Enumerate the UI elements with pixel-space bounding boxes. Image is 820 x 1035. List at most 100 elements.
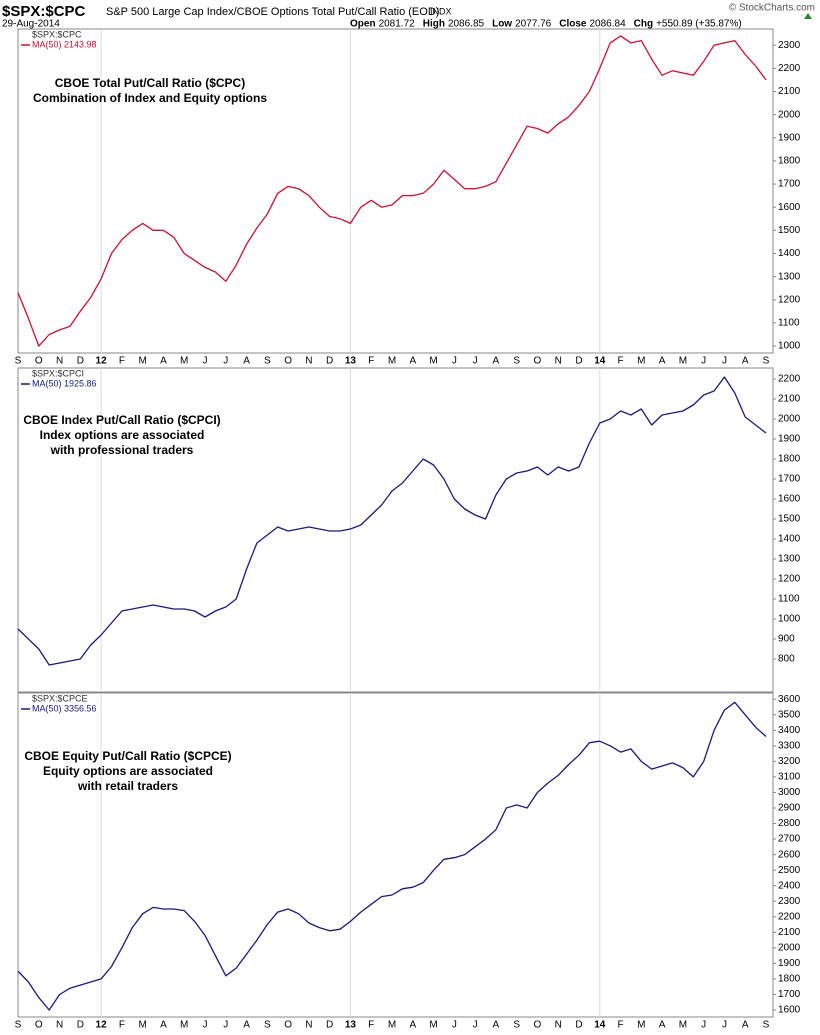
x-tick-label: M <box>138 1020 146 1031</box>
up-arrow <box>804 13 812 19</box>
quote-label: Low <box>492 19 512 30</box>
y-tick-label: 1600 <box>778 202 801 213</box>
quote-value: 2081.72 <box>379 19 416 30</box>
y-tick-label: 2200 <box>778 911 801 922</box>
y-tick-label: 1800 <box>778 454 801 465</box>
x-tick-label: O <box>35 356 43 367</box>
y-tick-label: 2100 <box>778 927 801 938</box>
x-tick-label: S <box>513 356 520 367</box>
x-tick-label: A <box>160 356 167 367</box>
x-tick-label: A <box>243 356 250 367</box>
panel <box>17 367 774 693</box>
symbol: $SPX:$CPC <box>2 3 86 20</box>
x-tick-label: M <box>679 1020 687 1031</box>
x-tick-label: O <box>284 1020 292 1031</box>
line-series <box>17 35 767 347</box>
x-tick-label: D <box>326 356 333 367</box>
y-tick-label: 900 <box>778 634 795 645</box>
x-tick-label: D <box>77 356 84 367</box>
x-tick-label: J <box>722 1020 727 1031</box>
y-tick-label: 2100 <box>778 86 801 97</box>
annotation: CBOE Equity Put/Call Ratio ($CPCE) <box>24 749 231 763</box>
y-tick-label: 2600 <box>778 849 801 860</box>
x-tick-label: O <box>284 356 292 367</box>
x-tick-label: J <box>452 356 457 367</box>
x-tick-label: M <box>180 1020 188 1031</box>
annotation: with retail traders <box>77 779 178 793</box>
x-tick-label: J <box>203 1020 208 1031</box>
x-tick-label: M <box>388 356 396 367</box>
quote-label: Close <box>559 19 587 30</box>
x-tick-label: S <box>763 1020 770 1031</box>
x-tick-label: 14 <box>594 356 606 367</box>
x-tick-label: J <box>701 1020 706 1031</box>
legend-entry: MA(50) 3356.56 <box>32 703 97 713</box>
x-tick-label: J <box>223 356 228 367</box>
x-tick-label: A <box>659 1020 666 1031</box>
x-tick-label: D <box>77 1020 84 1031</box>
legend-entry: MA(50) 2143.98 <box>32 39 97 49</box>
y-tick-label: 1900 <box>778 434 801 445</box>
y-tick-label: 800 <box>778 654 795 665</box>
y-tick-label: 2000 <box>778 942 801 953</box>
x-tick-label: F <box>368 356 374 367</box>
y-tick-label: 1400 <box>778 534 801 545</box>
x-tick-label: M <box>637 1020 645 1031</box>
x-tick-label: A <box>742 356 749 367</box>
y-tick-label: 2300 <box>778 40 801 51</box>
y-tick-label: 1900 <box>778 958 801 969</box>
x-tick-label: S <box>15 356 22 367</box>
date: 29-Aug-2014 <box>2 19 60 30</box>
x-tick-label: A <box>742 1020 749 1031</box>
y-tick-label: 3300 <box>778 740 801 751</box>
x-tick-label: 12 <box>96 356 108 367</box>
x-tick-label: S <box>264 1020 271 1031</box>
x-tick-label: D <box>326 1020 333 1031</box>
annotation: Equity options are associated <box>43 764 213 778</box>
y-tick-label: 2800 <box>778 818 801 829</box>
panel <box>17 692 774 1018</box>
y-tick-label: 1000 <box>778 614 801 625</box>
x-tick-label: M <box>429 1020 437 1031</box>
x-tick-label: 13 <box>345 1020 357 1031</box>
x-tick-label: A <box>409 1020 416 1031</box>
quote-label: Chg <box>634 19 653 30</box>
quote-value: +550.89 (+35.87%) <box>656 19 742 30</box>
y-tick-label: 1700 <box>778 179 801 190</box>
x-tick-label: S <box>264 356 271 367</box>
x-tick-label: M <box>138 356 146 367</box>
y-tick-label: 1500 <box>778 514 801 525</box>
legend-entry: MA(50) 1925.86 <box>32 378 97 388</box>
x-tick-label: A <box>160 1020 167 1031</box>
y-tick-label: 2000 <box>778 109 801 120</box>
x-tick-label: A <box>659 356 666 367</box>
x-tick-label: J <box>473 1020 478 1031</box>
x-tick-label: 13 <box>345 356 357 367</box>
quote-value: 2086.84 <box>589 19 626 30</box>
line-series <box>17 376 767 666</box>
x-tick-label: J <box>452 1020 457 1031</box>
annotation: Index options are associated <box>40 428 205 442</box>
y-tick-label: 1700 <box>778 474 801 485</box>
legend-symbol: $SPX:$CPCI <box>32 368 84 378</box>
y-tick-label: 1300 <box>778 271 801 282</box>
x-tick-label: A <box>243 1020 250 1031</box>
y-tick-label: 1100 <box>778 318 800 329</box>
x-tick-label: 14 <box>594 1020 606 1031</box>
x-tick-label: O <box>35 1020 43 1031</box>
annotation: CBOE Total Put/Call Ratio ($CPC) <box>55 76 245 90</box>
x-tick-label: D <box>575 356 582 367</box>
legend-symbol: $SPX:$CPCE <box>32 693 88 703</box>
panel <box>17 28 774 354</box>
y-tick-label: 3400 <box>778 725 801 736</box>
x-tick-label: J <box>473 356 478 367</box>
y-tick-label: 1000 <box>778 341 801 352</box>
y-tick-label: 3200 <box>778 756 801 767</box>
y-tick-label: 1300 <box>778 554 801 565</box>
legend-symbol: $SPX:$CPC <box>32 29 82 39</box>
x-tick-label: F <box>618 356 624 367</box>
x-tick-label: J <box>701 356 706 367</box>
quote-label: High <box>423 19 445 30</box>
x-tick-label: 12 <box>96 1020 108 1031</box>
